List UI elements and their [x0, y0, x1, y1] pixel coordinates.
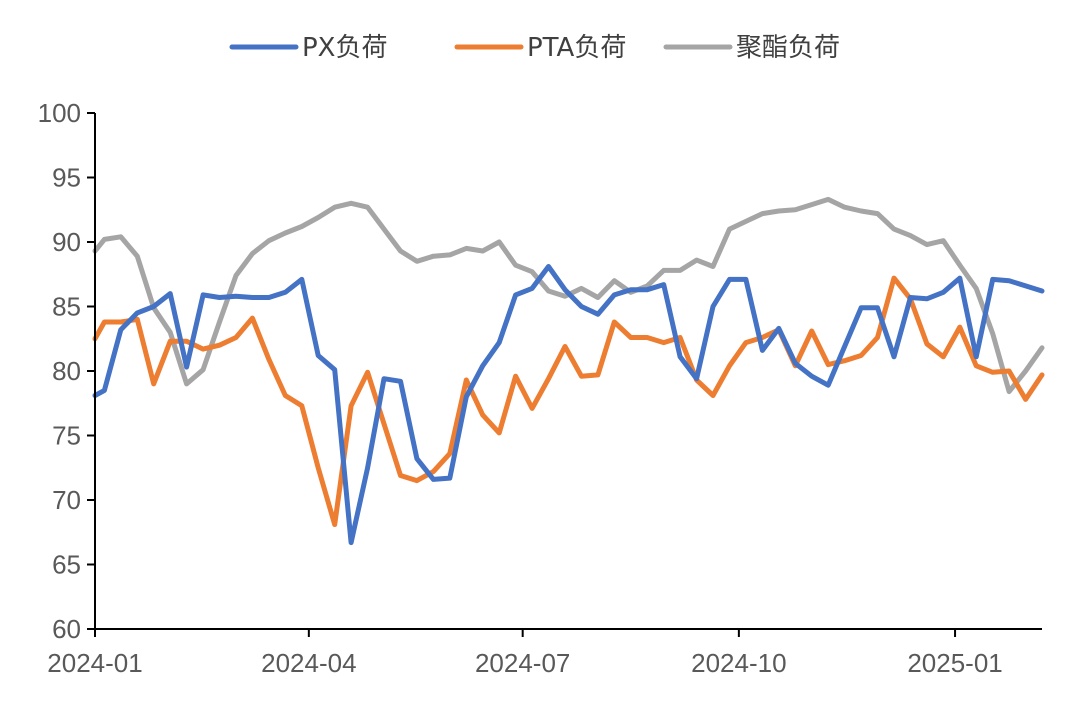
x-axis-ticks: 2024-01 2024-04 2024-07 2024-10 2025-01 [47, 629, 1003, 678]
y-tick-label: 60 [52, 614, 81, 644]
y-tick-label: 75 [52, 421, 81, 451]
y-tick-label: 70 [52, 485, 81, 515]
x-tick-label: 2024-07 [475, 648, 570, 678]
legend-label-3: 聚酯负荷 [736, 33, 840, 63]
x-tick-label: 2024-01 [47, 648, 142, 678]
y-tick-label: 90 [52, 227, 81, 257]
y-axis-ticks: 60 65 70 75 80 85 90 95 100 [38, 98, 95, 644]
legend: PX负荷 PTA负荷 聚酯负荷 [229, 33, 840, 63]
legend-label-2: PTA负荷 [527, 33, 626, 63]
legend-label-1: PX负荷 [302, 33, 388, 63]
y-tick-label: 95 [52, 163, 81, 193]
series-line-3 [92, 196, 1045, 395]
y-tick-label: 100 [38, 98, 81, 128]
y-tick-label: 65 [52, 550, 81, 580]
x-tick-label: 2024-10 [691, 648, 786, 678]
x-tick-label: 2025-01 [907, 648, 1002, 678]
y-tick-label: 85 [52, 292, 81, 322]
series-line-1 [92, 264, 1045, 546]
series-group [92, 196, 1045, 546]
series-line-2 [92, 275, 1045, 527]
y-tick-label: 80 [52, 356, 81, 386]
x-tick-label: 2024-04 [261, 648, 356, 678]
